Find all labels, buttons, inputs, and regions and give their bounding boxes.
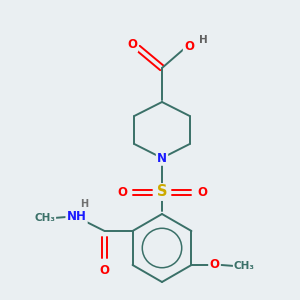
Text: N: N (157, 152, 167, 164)
Text: O: O (197, 185, 207, 199)
Text: NH: NH (67, 211, 86, 224)
Text: CH₃: CH₃ (234, 261, 255, 271)
Text: O: O (184, 40, 194, 52)
Text: H: H (80, 199, 88, 209)
Text: O: O (100, 265, 110, 278)
Text: O: O (127, 38, 137, 52)
Text: CH₃: CH₃ (34, 213, 55, 223)
Text: H: H (199, 35, 207, 45)
Text: O: O (117, 185, 127, 199)
Text: S: S (157, 184, 167, 200)
Text: O: O (209, 259, 219, 272)
